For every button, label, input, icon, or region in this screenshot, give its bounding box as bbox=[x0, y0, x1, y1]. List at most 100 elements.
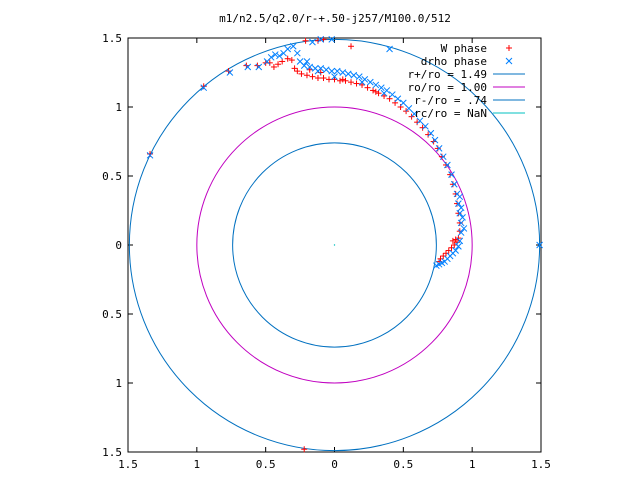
marker-stroke bbox=[380, 89, 388, 97]
marker-stroke bbox=[377, 84, 385, 92]
drho-phase-point bbox=[309, 38, 316, 46]
drho-phase-point bbox=[267, 53, 275, 61]
w-phase-point bbox=[337, 77, 344, 84]
marker-stroke bbox=[388, 91, 396, 98]
drho-phase-point bbox=[456, 237, 464, 245]
drho-phase-point bbox=[293, 49, 301, 57]
marker-stroke bbox=[289, 42, 297, 50]
w-phase-point bbox=[348, 43, 355, 50]
drho-phase-point bbox=[439, 153, 447, 161]
w-phase-point bbox=[452, 190, 459, 197]
marker-stroke bbox=[460, 225, 468, 232]
marker-stroke bbox=[331, 73, 338, 80]
legend-label: r+/ro = 1.49 bbox=[408, 68, 487, 81]
drho-phase-point bbox=[460, 225, 468, 232]
marker-stroke bbox=[422, 122, 429, 130]
drho-phase-point bbox=[536, 241, 543, 249]
drho-phase-point bbox=[339, 69, 347, 76]
y-tick-label: 1 bbox=[115, 377, 122, 390]
w-phase-point bbox=[275, 61, 282, 68]
drho-phase-point bbox=[388, 91, 396, 98]
axis-ticks: 1.5 1 0.5 0 0.5 1 1.51.510.500.511.5 bbox=[102, 32, 551, 471]
marker-stroke bbox=[300, 62, 308, 69]
y-tick-label: 0 bbox=[115, 239, 122, 252]
drho-phase-point bbox=[355, 73, 363, 80]
marker-stroke bbox=[317, 36, 325, 43]
w-phase-point bbox=[270, 63, 277, 70]
w-phase-point bbox=[298, 70, 305, 77]
w-phase-point bbox=[443, 250, 450, 257]
marker-stroke bbox=[405, 105, 413, 112]
marker-stroke bbox=[431, 136, 439, 144]
drho-phase-point bbox=[427, 129, 435, 137]
marker-stroke bbox=[456, 237, 464, 245]
marker-stroke bbox=[146, 151, 154, 159]
marker-stroke bbox=[455, 243, 462, 250]
drho-phase-point bbox=[435, 145, 443, 152]
legend-label: rc/ro = NaN bbox=[414, 107, 487, 120]
drho-phase-point bbox=[457, 219, 465, 227]
drho-phase-point bbox=[244, 63, 252, 71]
marker-stroke bbox=[459, 214, 466, 221]
marker-stroke bbox=[394, 95, 402, 103]
w-phase-point bbox=[339, 76, 346, 83]
drho-phase-point bbox=[350, 71, 358, 79]
w-phase-point bbox=[314, 75, 321, 82]
legend-label: drho phase bbox=[421, 55, 487, 68]
w-phase-point bbox=[301, 446, 308, 453]
marker-stroke bbox=[267, 53, 275, 61]
w-phase-point bbox=[456, 219, 463, 226]
legend-marker bbox=[505, 57, 513, 65]
marker-stroke bbox=[439, 153, 447, 161]
w-phase-point bbox=[452, 236, 459, 243]
drho-phase-point bbox=[333, 67, 341, 75]
drho-phase-point bbox=[317, 36, 325, 43]
marker-stroke bbox=[271, 51, 279, 58]
drho-phase-point bbox=[377, 84, 385, 92]
w-phase-point bbox=[438, 153, 445, 160]
w-phase-point bbox=[359, 81, 366, 88]
marker-stroke bbox=[505, 57, 513, 65]
y-tick-label: 0.5 bbox=[102, 170, 122, 183]
drho-phase-point bbox=[358, 78, 366, 86]
w-phase-point bbox=[448, 244, 455, 251]
x-tick-label: 0.5 bbox=[393, 458, 413, 471]
drho-phase-point bbox=[459, 214, 466, 221]
marker-stroke bbox=[433, 262, 440, 270]
marker-stroke bbox=[293, 49, 301, 57]
marker-stroke bbox=[358, 78, 366, 86]
w-phase-point bbox=[294, 68, 301, 75]
marker-stroke bbox=[457, 204, 465, 212]
w-phase-point bbox=[320, 36, 327, 43]
marker-stroke bbox=[410, 110, 418, 118]
w-phase-point bbox=[303, 72, 310, 79]
w-phase-point bbox=[440, 253, 447, 260]
w-phase-point bbox=[449, 181, 456, 188]
marker-stroke bbox=[306, 63, 314, 71]
w-phase-point bbox=[445, 247, 452, 254]
marker-stroke bbox=[536, 241, 543, 249]
marker-stroke bbox=[333, 67, 341, 75]
w-phase-point bbox=[302, 37, 309, 44]
w-phase-point bbox=[381, 92, 388, 99]
drho-phase-point bbox=[300, 62, 308, 69]
w-phase-point bbox=[397, 104, 404, 110]
marker-stroke bbox=[328, 67, 336, 75]
w-phase-point bbox=[342, 77, 349, 84]
marker-stroke bbox=[457, 229, 465, 236]
marker-stroke bbox=[344, 70, 352, 78]
drho-phase-point bbox=[457, 229, 465, 236]
marker-stroke bbox=[456, 209, 464, 217]
w-phase-point bbox=[348, 79, 355, 86]
marker-stroke bbox=[399, 99, 407, 107]
marker-stroke bbox=[456, 193, 464, 201]
w-phase-point bbox=[434, 145, 441, 152]
w-phase-point bbox=[372, 88, 379, 95]
marker-stroke bbox=[355, 73, 363, 80]
drho-phase-point bbox=[456, 193, 464, 201]
marker-stroke bbox=[339, 69, 347, 76]
drho-phase-point bbox=[322, 66, 330, 74]
y-tick-label: 1.5 bbox=[102, 446, 122, 459]
x-tick-label: 1.5 bbox=[118, 458, 138, 471]
marker-stroke bbox=[448, 171, 455, 178]
